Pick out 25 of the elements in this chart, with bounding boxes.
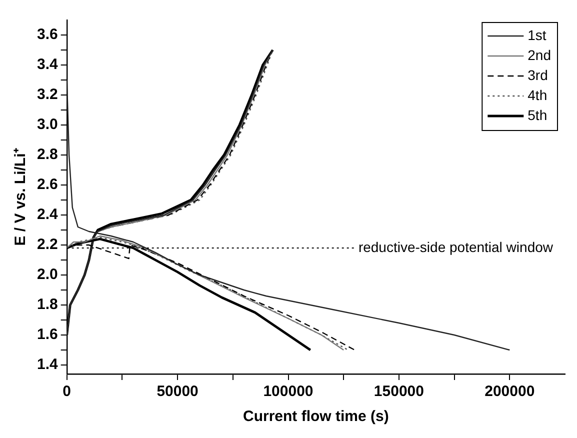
legend-label: 4th (528, 86, 548, 103)
y-tick-label: 2.8 (36, 146, 58, 164)
y-tick-label: 1.4 (36, 356, 58, 374)
y-tick-label: 1.8 (36, 296, 58, 314)
x-tick-label: 0 (62, 383, 72, 400)
legend-label: 2nd (528, 46, 551, 63)
x-tick-label: 200000 (484, 383, 535, 400)
legend-label: 5th (528, 106, 548, 123)
legend-label: 1st (528, 26, 546, 43)
y-tick-label: 2.6 (36, 176, 58, 194)
x-tick-label: 150000 (374, 383, 424, 400)
y-tick-label: 1.6 (36, 326, 58, 344)
y-tick-label: 3.2 (36, 86, 58, 104)
ref-line-label: reductive-side potential window (358, 238, 554, 255)
y-tick-label: 2.4 (36, 206, 58, 224)
y-tick-label: 2.2 (36, 236, 58, 254)
x-tick-label: 100000 (263, 383, 314, 400)
text: 3.0 (36, 116, 58, 134)
x-axis-title: Current flow time (s) (243, 408, 389, 426)
y-tick-label: 3.4 (36, 56, 58, 74)
text: 2.0 (36, 266, 58, 284)
legend-label: 3rd (528, 66, 548, 83)
y-axis-title: E / V vs. Li/Li⁺ (12, 148, 30, 246)
x-tick-label: 50000 (156, 383, 198, 400)
y-tick-label: 3.6 (36, 26, 58, 44)
